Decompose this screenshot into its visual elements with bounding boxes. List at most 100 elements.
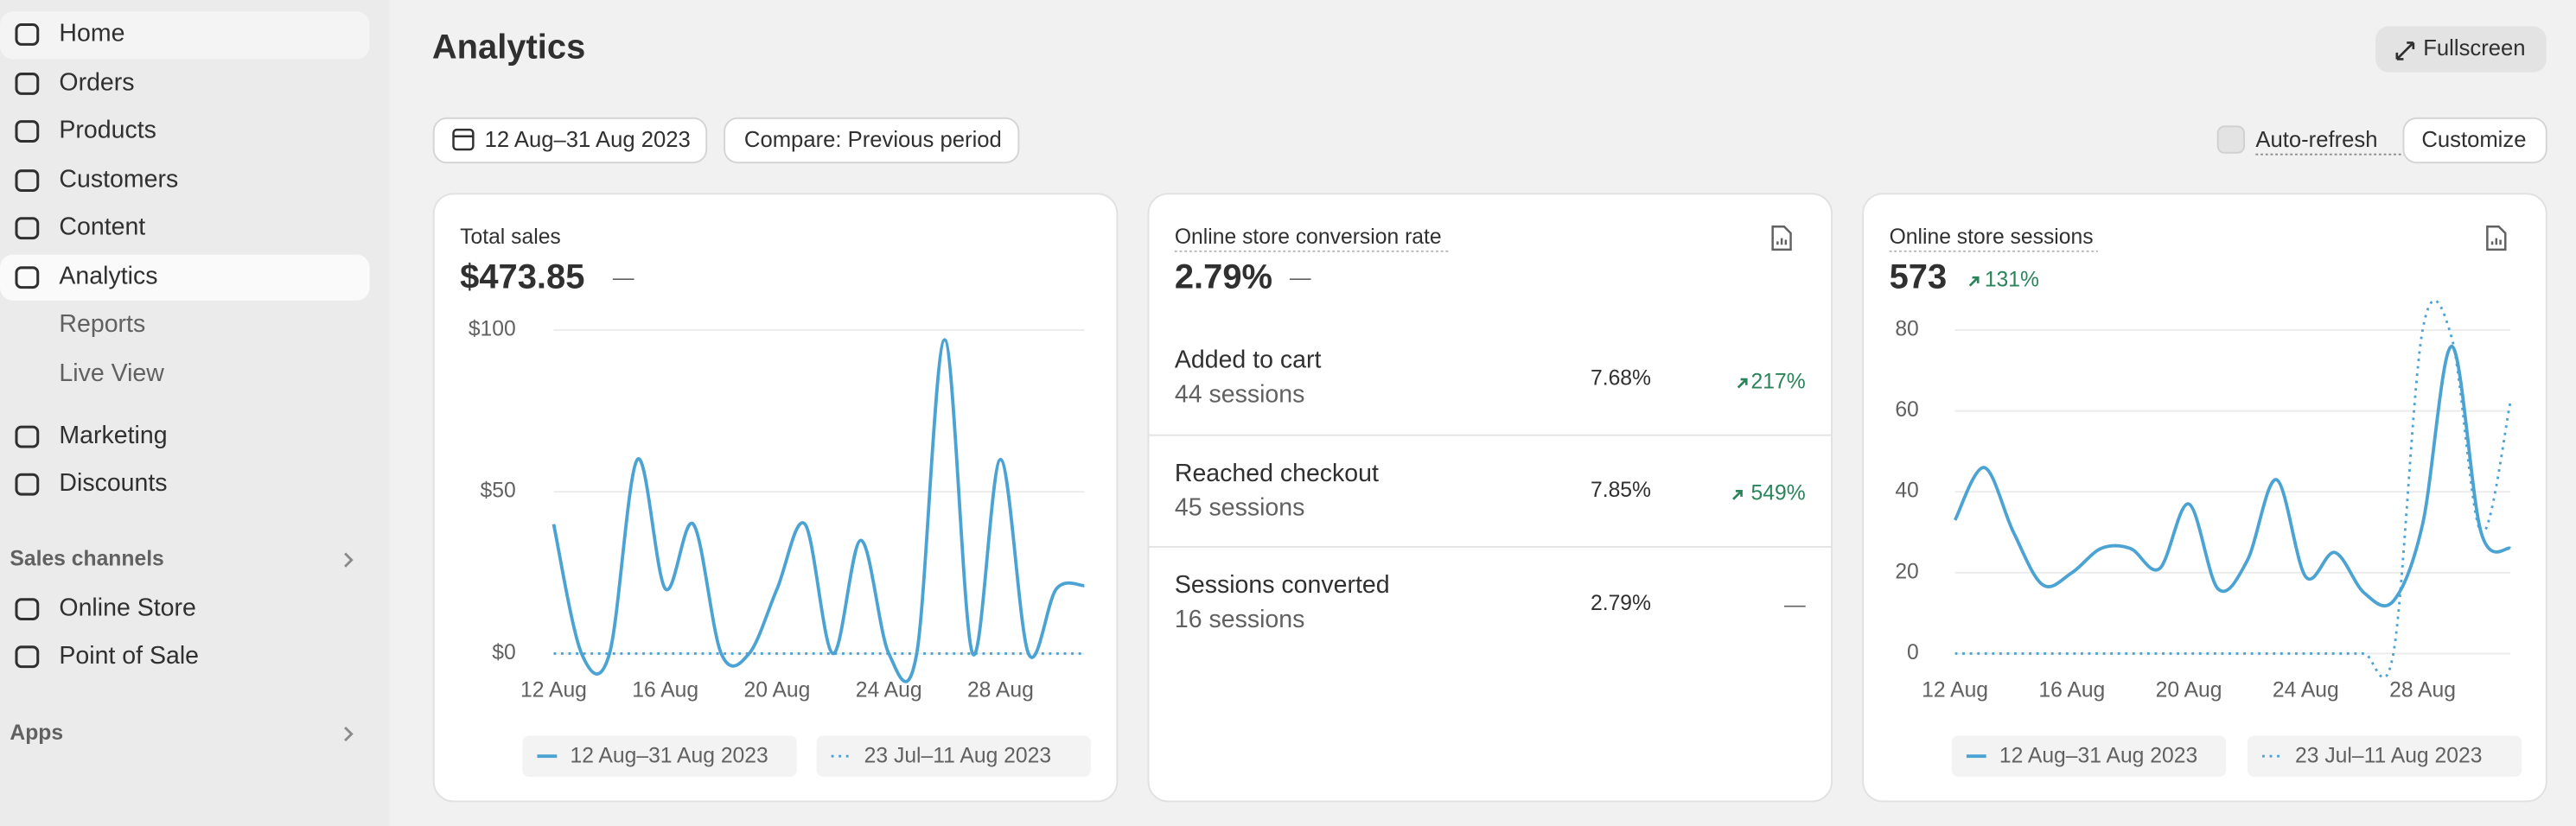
- checkbox[interactable]: [2216, 125, 2246, 154]
- report-icon[interactable]: [1771, 226, 1792, 251]
- nav-icon: [15, 23, 40, 46]
- nav-hover: [0, 11, 370, 60]
- series-line: [552, 338, 1085, 683]
- chevron[interactable]: [344, 552, 354, 568]
- legend-item[interactable]: [522, 735, 797, 777]
- nav-item[interactable]: Discounts: [59, 469, 167, 497]
- charts: $0 $50 $100 12 Aug 16 Aug 20 Aug 24 Aug 28 Aug 1…: [469, 299, 2522, 777]
- row-rate: 7.68%: [1591, 367, 1651, 391]
- card-title: Total sales: [460, 226, 561, 249]
- nav-item[interactable]: Products: [59, 117, 156, 144]
- y-tick-label: $0: [492, 641, 515, 664]
- y-tick-label: 60: [1895, 398, 1918, 422]
- row-sessions: 44 sessions: [1175, 381, 1305, 409]
- row-rate: 7.85%: [1591, 479, 1651, 502]
- section-title: Sales channels: [10, 548, 163, 571]
- nav-item[interactable]: Content: [59, 213, 145, 241]
- y-tick-label: $100: [469, 318, 516, 341]
- up-arrow: [1968, 276, 1980, 287]
- metric-value: 573: [1890, 258, 1948, 296]
- date-button[interactable]: [432, 117, 708, 164]
- y-tick-label: 20: [1895, 560, 1918, 583]
- button-label[interactable]: Customize: [2421, 128, 2526, 152]
- x-tick-label: 28 Aug: [967, 679, 1034, 702]
- metric-change: 131%: [1985, 269, 2039, 292]
- section-title[interactable]: Apps: [10, 721, 63, 745]
- card: [1147, 193, 1833, 803]
- y-tick-label: 40: [1895, 480, 1918, 503]
- legend-item[interactable]: [816, 735, 1091, 777]
- x-tick-label: 12 Aug: [1922, 679, 1988, 702]
- nav-item[interactable]: Customers: [59, 166, 178, 194]
- button-label[interactable]: 12 Aug–31 Aug 2023: [485, 128, 691, 152]
- y-tick-label: 0: [1907, 641, 1919, 664]
- x-tick-label: 16 Aug: [632, 679, 698, 702]
- y-tick-label: 80: [1895, 318, 1918, 341]
- series-line: [1953, 344, 2511, 607]
- fullscreen-button[interactable]: [2375, 26, 2547, 73]
- nav-item[interactable]: Online Store: [59, 594, 195, 622]
- nav-item[interactable]: Analytics: [59, 263, 157, 290]
- nav-icon: [15, 217, 40, 240]
- nav-icon: [15, 645, 40, 669]
- nav-active: [0, 254, 370, 301]
- x-tick-label: 24 Aug: [856, 679, 922, 702]
- legend-label: 12 Aug–31 Aug 2023: [1999, 745, 2197, 768]
- nav-icon: [15, 473, 40, 496]
- nav-item[interactable]: Orders: [59, 68, 134, 96]
- y-tick-label: $50: [481, 480, 516, 503]
- x-tick-label: 12 Aug: [520, 679, 587, 702]
- row-label: Sessions converted: [1175, 571, 1390, 599]
- nav-icon: [15, 73, 40, 95]
- row-sessions: 45 sessions: [1175, 494, 1305, 522]
- row-change: 217%: [1751, 370, 1806, 393]
- x-tick-label: 20 Aug: [2156, 679, 2222, 702]
- up-arrow: [1737, 378, 1748, 389]
- card-title: Online store conversion rate: [1175, 226, 1442, 249]
- report-icon[interactable]: [2486, 226, 2507, 251]
- up-arrow: [1732, 489, 1743, 500]
- x-tick-label: 24 Aug: [2273, 679, 2339, 702]
- page-title: Analytics: [432, 29, 585, 67]
- nav-item[interactable]: Home: [59, 19, 124, 47]
- nav-item[interactable]: Marketing: [59, 422, 167, 449]
- legend-label: 23 Jul–11 Aug 2023: [2295, 745, 2482, 768]
- legend-item[interactable]: [1951, 735, 2227, 777]
- row-change: —: [1784, 594, 1806, 617]
- row-label: Reached checkout: [1175, 460, 1379, 487]
- legend-label: 12 Aug–31 Aug 2023: [570, 745, 768, 768]
- x-tick-label: 28 Aug: [2389, 679, 2456, 702]
- metric-change: —: [613, 267, 634, 290]
- nav-item[interactable]: Reports: [59, 310, 145, 338]
- nav: Home Orders Products Customers Content Analyt…: [15, 19, 199, 670]
- nav-icon: [15, 169, 40, 193]
- row-change: 549%: [1751, 482, 1806, 505]
- fullscreen-icon: [2395, 41, 2415, 60]
- nav-icon: [15, 120, 40, 143]
- nav-item[interactable]: Live View: [59, 359, 164, 387]
- x-tick-label: 16 Aug: [2038, 679, 2105, 702]
- nav-item[interactable]: Point of Sale: [59, 642, 199, 670]
- nav-icon: [15, 266, 40, 289]
- button-label[interactable]: Fullscreen: [2423, 36, 2525, 60]
- button-label[interactable]: Compare: Previous period: [744, 128, 1002, 152]
- row-label: Added to cart: [1175, 346, 1322, 374]
- card: [1862, 193, 2547, 803]
- compare-button[interactable]: [724, 117, 1020, 164]
- row-rate: 2.79%: [1591, 592, 1651, 615]
- chevron[interactable]: [344, 726, 354, 742]
- x-tick-label: 20 Aug: [743, 679, 810, 702]
- nav-icon: [15, 425, 40, 448]
- sidebar: [0, 0, 390, 826]
- legend-item[interactable]: [2247, 735, 2522, 777]
- row-sessions: 16 sessions: [1175, 606, 1305, 633]
- metric-change: —: [1290, 267, 1311, 290]
- card-title: Online store sessions: [1890, 226, 2094, 249]
- checkbox-label[interactable]: Auto-refresh: [2255, 128, 2377, 152]
- metric-value: $473.85: [460, 258, 584, 296]
- legend-label: 23 Jul–11 Aug 2023: [864, 745, 1051, 768]
- customize-button[interactable]: [2402, 117, 2547, 164]
- metric-value: 2.79%: [1175, 258, 1272, 296]
